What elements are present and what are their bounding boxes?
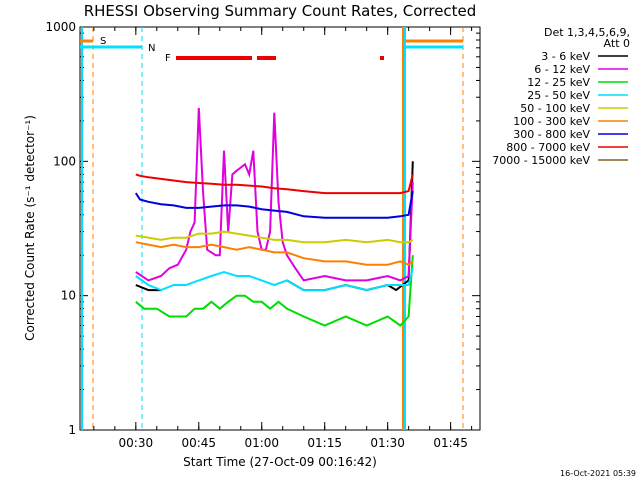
legend-entry-label: 300 - 800 keV [513,128,590,141]
legend-entry-label: 100 - 300 keV [513,115,590,128]
series-line [135,267,414,292]
flag-annotation: N [148,43,155,54]
series-line [135,230,414,244]
legend-header: Att 0 [604,37,630,50]
y-tick-label: 10 [61,289,76,303]
series-line [135,173,414,195]
flag-annotation: F [165,53,171,64]
y-tick-label: 1 [68,423,76,437]
x-tick-label: 01:00 [244,436,279,450]
flag-annotation: S [100,36,106,47]
x-tick-label: 01:15 [307,436,342,450]
chart-title: RHESSI Observing Summary Count Rates, Co… [84,2,477,20]
plot-frame [79,26,481,431]
series-line [135,241,414,266]
x-tick-label: 01:30 [370,436,405,450]
legend-entry-label: 7000 - 15000 keV [492,154,590,167]
legend-entry-label: 3 - 6 keV [541,50,590,63]
y-tick-label: 100 [53,154,76,168]
legend-entry-label: 800 - 7000 keV [506,141,590,154]
series-line [135,107,414,282]
legend-entry-label: 12 - 25 keV [527,76,590,89]
legend-entry-label: 50 - 100 keV [520,102,590,115]
series-line [134,190,414,219]
x-tick-label: 00:45 [181,436,216,450]
plot-area: 1 10 100 1000 00:30 00:45 01:00 01:15 01:30 01:45… [45,20,481,450]
x-axis-label: Start Time (27-Oct-09 00:16:42) [183,455,377,469]
x-tick-label: 00:30 [119,436,154,450]
legend-entry-label: 6 - 12 keV [534,63,590,76]
y-axis-label: Corrected Count Rate (s⁻¹ detector⁻¹) [23,115,37,341]
x-tick-label: 01:45 [433,436,468,450]
y-tick-label: 1000 [45,20,76,34]
series-line [135,255,414,327]
legend-entry-label: 25 - 50 keV [527,89,590,102]
legend-header: Det 1,3,4,5,6,9, [544,26,630,39]
footer-timestamp: 16-Oct-2021 05:39 [560,469,636,478]
